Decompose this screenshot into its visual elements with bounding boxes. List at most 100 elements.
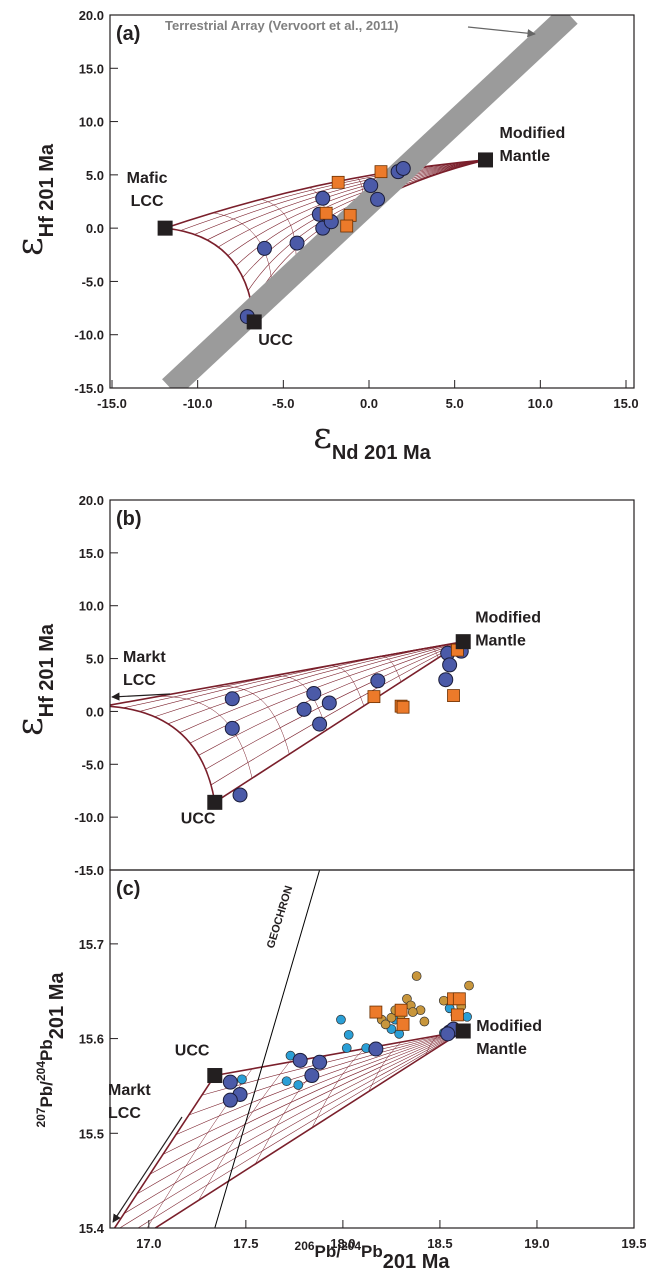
data-point	[222, 1092, 238, 1108]
data-point	[315, 190, 331, 206]
reference-line	[162, 15, 578, 388]
panel: Terrestrial Array (Vervoort et al., 2011…	[10, 8, 639, 464]
data-point	[442, 657, 458, 673]
reference-line	[214, 870, 321, 1228]
reference-label: GEOCHRON	[265, 884, 295, 950]
y-tick-label: 15.4	[79, 1221, 105, 1236]
y-tick-label: -15.0	[74, 381, 104, 396]
annotation: LCC	[123, 672, 156, 689]
mixing-curve	[149, 1030, 464, 1175]
y-tick-label: -10.0	[74, 328, 104, 343]
label-part: 206	[295, 1239, 315, 1253]
mixing-curve	[227, 159, 486, 256]
mixing-curve	[180, 159, 486, 231]
end-member-label: Mantle	[475, 633, 526, 650]
y-tick-label: 5.0	[86, 652, 104, 667]
x-tick-label: -5.0	[272, 396, 294, 411]
end-member-label: Modified	[476, 1018, 542, 1035]
data-point	[336, 1014, 346, 1025]
label-part: ε	[10, 237, 51, 256]
annotation: Markt	[108, 1082, 151, 1099]
data-point	[370, 673, 386, 689]
data-point	[304, 1068, 320, 1084]
y-tick-label: 15.0	[79, 61, 104, 76]
label-part: Nd 201 Ma	[332, 442, 432, 464]
y-tick-label: -10.0	[74, 810, 104, 825]
y-tick-label: -5.0	[82, 274, 104, 289]
y-tick-label: 20.0	[79, 8, 104, 23]
mixing-curve	[179, 641, 464, 733]
x-tick-label: 17.5	[233, 1236, 258, 1251]
annotation: LCC	[108, 1105, 141, 1122]
plot-area	[113, 870, 474, 1228]
y-tick-label: 5.0	[86, 168, 104, 183]
plot-area	[110, 634, 471, 810]
reference-label: Terrestrial Array (Vervoort et al., 2011…	[165, 18, 398, 33]
data-point	[343, 208, 357, 222]
x-tick-label: 5.0	[446, 396, 464, 411]
end-member	[207, 794, 223, 810]
data-point	[369, 1005, 383, 1019]
data-point	[396, 700, 410, 714]
end-member-label: UCC	[175, 1043, 210, 1060]
x-tick-label: 18.0	[330, 1236, 355, 1251]
plot-frame	[109, 869, 635, 1229]
annotation: Markt	[123, 649, 166, 666]
end-member	[246, 314, 262, 330]
mixing-curve	[247, 159, 486, 291]
y-tick-label: 10.0	[79, 599, 104, 614]
x-axis-title: 206Pb/204Pb201 Ma	[295, 1239, 451, 1268]
data-point	[370, 191, 386, 207]
mixing-curve	[425, 1035, 439, 1056]
end-member	[207, 1068, 223, 1084]
mixing-curve	[189, 641, 464, 744]
end-member	[157, 220, 173, 236]
data-point	[452, 992, 466, 1006]
data-point	[374, 165, 388, 179]
data-point	[293, 1080, 304, 1090]
annotation-arrow	[112, 1116, 183, 1223]
y-tick-label: 0.0	[86, 221, 104, 236]
x-tick-label: 15.0	[613, 396, 638, 411]
plot-frame	[109, 14, 635, 389]
mixing-curve	[218, 159, 486, 248]
mixing-curve	[167, 641, 464, 725]
y-tick-label: 15.6	[79, 1032, 104, 1047]
data-point	[462, 1011, 472, 1022]
mixing-curve	[319, 665, 365, 707]
x-tick-label: 10.0	[528, 396, 553, 411]
end-member-label: Mafic	[127, 170, 168, 187]
label-part: ε	[313, 416, 332, 457]
data-point	[407, 1007, 418, 1017]
data-point	[306, 685, 322, 701]
end-member-label: Modified	[475, 610, 541, 627]
mixing-curve	[119, 1030, 464, 1228]
data-point	[289, 235, 305, 251]
data-point	[419, 1016, 430, 1027]
data-point	[224, 720, 240, 736]
data-point	[367, 690, 381, 704]
data-point	[321, 695, 337, 711]
mixing-curve	[162, 1030, 464, 1155]
x-tick-label: 19.0	[524, 1236, 549, 1251]
label-part: 201 Ma	[383, 1251, 451, 1268]
label-part: Pb	[37, 1039, 56, 1061]
x-tick-label: 19.5	[621, 1236, 646, 1251]
data-point	[464, 980, 474, 991]
mixing-curve	[110, 705, 216, 803]
mixing-curve	[427, 646, 439, 658]
x-tick-label: 0.0	[360, 396, 378, 411]
mixing-curve	[194, 159, 486, 235]
data-point	[319, 206, 333, 220]
data-point	[438, 672, 454, 688]
data-point	[232, 787, 248, 803]
annotation-arrow	[111, 692, 171, 701]
mixing-curve	[214, 1030, 464, 1077]
mixing-curve	[450, 163, 454, 170]
label-part: Pb	[361, 1242, 383, 1261]
mixing-curve	[158, 696, 253, 779]
data-point	[331, 175, 345, 189]
panel-label: (c)	[116, 878, 140, 900]
reference-arrow	[467, 26, 536, 38]
